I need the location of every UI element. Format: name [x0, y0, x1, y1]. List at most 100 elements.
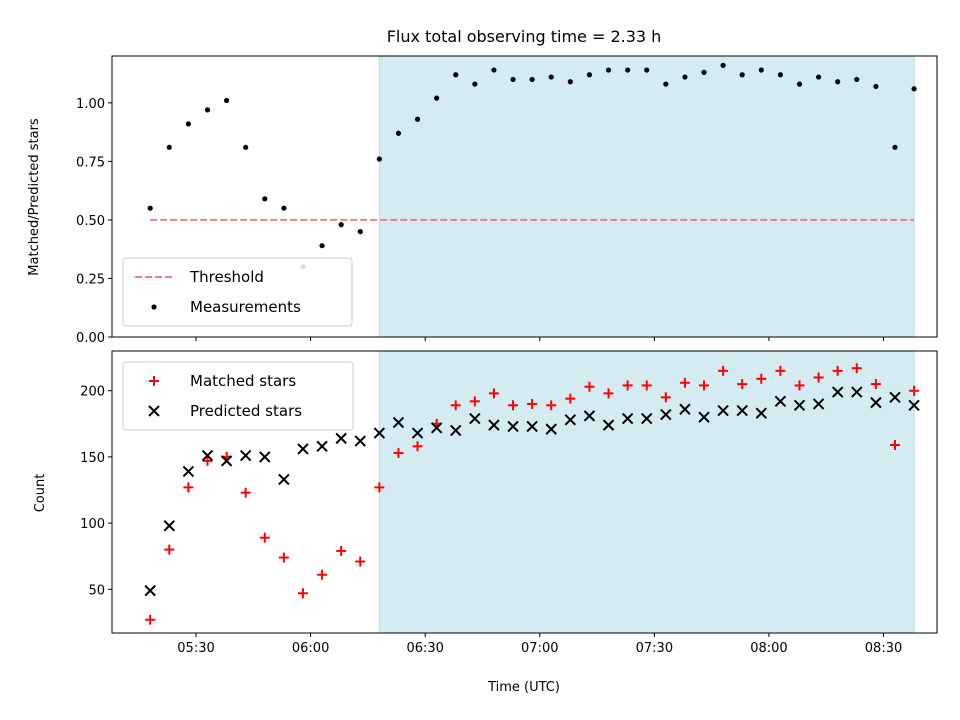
data-point-x: [679, 403, 691, 415]
data-point-dot: [854, 76, 860, 83]
data-point-dot-shape: [796, 81, 803, 87]
data-point-dot-shape: [625, 67, 631, 73]
data-point-x: [564, 414, 577, 426]
data-point-dot: [529, 76, 535, 83]
data-point-x: [774, 395, 787, 408]
data-point-x: [163, 520, 175, 532]
data-point-plus: [832, 365, 843, 376]
data-point-x: [373, 427, 386, 439]
legend-label: Threshold: [189, 268, 264, 286]
legend-swatch-plus: [149, 376, 159, 386]
data-point-dot-shape: [281, 205, 287, 211]
y-tick-label: 100: [80, 517, 105, 532]
data-point-x-b: [660, 408, 672, 421]
data-point-x: [851, 386, 863, 398]
data-point-x: [201, 449, 214, 462]
data-point-dot: [319, 243, 325, 249]
x-tick-label: 06:30: [406, 641, 443, 656]
data-point-x: [641, 412, 653, 425]
bottom-y-axis-label: Count: [33, 474, 48, 513]
y-tick-label: 1.00: [76, 97, 105, 112]
data-point-dot-shape: [567, 79, 573, 85]
data-point-dot-shape: [911, 86, 917, 92]
data-point-x-b: [621, 412, 634, 425]
data-point-dot-shape: [338, 222, 344, 228]
data-point-dot: [739, 72, 745, 78]
data-point-x: [621, 412, 634, 425]
data-point-x-b: [564, 414, 577, 426]
data-point-x: [507, 420, 519, 433]
data-point-x-b: [812, 398, 825, 410]
data-point-dot-shape: [147, 205, 153, 211]
data-point-dot: [185, 121, 191, 127]
data-point-x: [488, 419, 500, 431]
legend-label: Matched stars: [190, 372, 296, 390]
data-point-x-b: [526, 420, 538, 433]
data-point-x-b: [430, 422, 443, 434]
data-point-plus: [660, 392, 671, 403]
data-point-plus: [603, 388, 614, 399]
data-point-plus: [164, 544, 175, 555]
legend-box: [122, 361, 354, 431]
data-point-x-b: [316, 440, 328, 453]
data-point-x-b: [220, 455, 233, 467]
data-point-x-b: [679, 403, 691, 415]
data-point-dot-shape: [395, 130, 402, 136]
data-point-plus: [183, 482, 194, 493]
data-point-plus: [909, 385, 920, 396]
data-point-x-b: [774, 395, 787, 408]
data-point-x: [602, 419, 615, 431]
data-point-dot-shape: [166, 144, 172, 150]
data-point-x: [889, 391, 901, 404]
data-point-x: [450, 424, 462, 437]
data-point-dot: [892, 144, 898, 150]
legend: Threshold Measurements: [122, 257, 353, 327]
data-point-plus: [794, 380, 805, 391]
data-point-plus: [870, 379, 881, 390]
legend-box: [122, 257, 353, 327]
data-point-x: [755, 407, 768, 419]
data-point-plus: [145, 614, 156, 625]
data-point-dot: [835, 79, 841, 85]
data-point-x-b: [507, 420, 519, 433]
data-point-dot-shape: [701, 69, 707, 75]
data-point-x-b: [698, 411, 710, 423]
data-point-dot-shape: [663, 81, 669, 87]
data-point-dot: [796, 81, 803, 87]
data-point-plus: [546, 400, 557, 411]
y-tick-label: 0.75: [76, 155, 105, 170]
data-point-dot: [395, 130, 402, 136]
data-point-dot-shape: [376, 156, 382, 162]
data-point-dot: [682, 74, 688, 80]
data-point-plus: [737, 379, 748, 390]
observing-window-shade: [378, 350, 915, 634]
data-point-plus: [355, 556, 366, 567]
data-point-x-b: [488, 419, 500, 431]
y-tick-label: 0.50: [76, 214, 105, 229]
data-point-plus: [278, 552, 289, 563]
data-point-x-b: [163, 520, 175, 532]
y-tick-label: 50: [88, 583, 105, 598]
data-point-plus: [775, 365, 786, 376]
data-point-plus: [488, 388, 499, 399]
x-tick-label: 07:30: [636, 641, 673, 656]
data-point-dot-shape: [892, 144, 898, 150]
data-point-dot: [472, 81, 478, 87]
data-point-plus: [813, 372, 824, 383]
data-point-plus: [679, 377, 690, 388]
data-point-dot: [223, 97, 230, 104]
legend: Matched stars Predicted stars: [122, 361, 354, 431]
data-point-x-b: [889, 391, 901, 404]
data-point-dot: [262, 196, 268, 202]
data-point-dot: [243, 144, 249, 150]
data-point-x-b: [545, 423, 557, 435]
data-point-dot-shape: [854, 76, 860, 83]
data-point-dot-shape: [682, 74, 688, 80]
data-point-dot: [204, 107, 211, 113]
y-tick-label: 150: [80, 451, 105, 466]
data-point-dot: [567, 79, 573, 85]
y-tick-label: 0.25: [76, 272, 105, 287]
data-point-dot: [453, 72, 459, 78]
data-point-dot-shape: [510, 76, 516, 83]
